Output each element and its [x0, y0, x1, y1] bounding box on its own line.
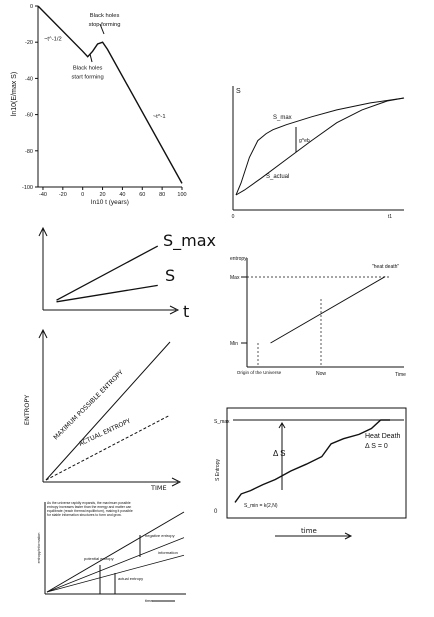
chart-d-now-label: Now — [316, 371, 326, 377]
chart-e-ylabel: ENTROPY — [23, 395, 31, 425]
chart-f-ylabel: S Entropy — [215, 459, 221, 481]
chart-g-upper-line — [46, 511, 185, 593]
chart-a-ylabel: ln10(E/max S) — [11, 72, 18, 116]
chart-b-ann-gap: g^eb — [299, 138, 310, 144]
chart-g-ann-information: information — [158, 550, 178, 555]
chart-d-heat-death-label: "heat death" — [372, 264, 399, 270]
chart-b-ann-smax: S_max — [273, 115, 292, 121]
chart-d-origin-label-wrap: Origin of the Universe — [236, 370, 282, 375]
chart-g-xlabel: time — [145, 598, 153, 603]
chart-b-xtick-1: t1 — [388, 214, 392, 220]
chart-a-ytick-label: -20 — [25, 40, 33, 46]
chart-c-smax-line — [56, 245, 159, 301]
chart-b-ann-sactual: S_actual — [266, 174, 289, 180]
chart-a-annotation: stop forming — [89, 22, 121, 28]
chart-f-xlabel: time — [301, 527, 317, 535]
chart-a-xtick-label: -40 — [39, 192, 47, 198]
chart-f-heat-death-label: Heat Death — [365, 433, 401, 440]
chart-a-ytick-label: -80 — [25, 149, 33, 155]
chart-a-ytick-label: 0 — [30, 4, 33, 10]
chart-g-ann-potential: potential entropy — [84, 556, 114, 561]
chart-f-ytick-smax: S_max — [214, 419, 230, 425]
chart-c-y-arrow — [38, 226, 48, 237]
chart-a-annotation: Black holes — [73, 65, 103, 71]
chart-b-ylabel: S — [236, 88, 241, 95]
chart-a-ytick-label: -60 — [25, 113, 33, 119]
chart-d-entropy-line — [270, 276, 386, 344]
chart-g-caption: As the universe rapidly expands, the max… — [47, 501, 133, 517]
chart-c-label-smax: S_max — [163, 231, 216, 251]
chart-e-xlabel: TIME — [150, 484, 167, 492]
chart-f-frame — [226, 407, 407, 519]
chart-e-label-max: MAXIMUM POSSIBLE ENTROPY — [52, 369, 124, 441]
chart-a-xtick-label: 100 — [177, 192, 186, 198]
chart-f-time-arrow-head — [344, 532, 353, 540]
chart-f-smin-label: S_min = k(2,N) — [244, 503, 278, 509]
chart-a-xtick-label: 60 — [139, 192, 145, 198]
chart-f-ytick-zero: 0 — [214, 509, 218, 515]
chart-a-arrow-start — [89, 53, 93, 63]
chart-d-origin-label: Origin of the Universe — [236, 370, 282, 375]
chart-g-ann-actual: actual entropy — [118, 576, 143, 581]
chart-d-ytick-label-min: Min — [230, 341, 238, 347]
chart-e-actual-line — [45, 414, 171, 481]
chart-a-xlabel: ln10 t (years) — [91, 199, 129, 206]
chart-a-annotation: ~t^-1/2 — [44, 36, 62, 42]
chart-e-x-arrow — [171, 477, 182, 487]
chart-b-sactual-line — [235, 97, 405, 196]
chart-b-xtick-0: 0 — [232, 214, 235, 220]
chart-g-middle-line — [46, 537, 185, 593]
chart-a-xtick-label: 80 — [159, 192, 165, 198]
chart-a-xtick-label: 20 — [99, 192, 105, 198]
chart-f-entropy-line — [234, 419, 390, 503]
chart-g-lower-line — [46, 554, 185, 593]
chart-g-ann-negative: negative entropy — [145, 533, 175, 538]
chart-g-ylabel: entropy/information — [37, 533, 41, 564]
chart-a-arrow-stop — [99, 23, 105, 35]
chart-a-annotation: Black holes — [90, 13, 120, 19]
chart-d-ylabel: entropy — [230, 256, 247, 262]
chart-a-annotation: start forming — [72, 74, 104, 80]
chart-a-annotation: ~t^-1 — [153, 114, 166, 120]
chart-c-label-s: S — [165, 266, 175, 285]
chart-a-xtick-label: 40 — [119, 192, 125, 198]
chart-b-smax-line — [235, 97, 405, 196]
chart-d-xlabel: Time — [395, 372, 406, 378]
chart-c-s-line — [56, 284, 158, 303]
chart-f-delta-label: Δ S — [273, 449, 285, 458]
chart-c-xlabel: t — [183, 302, 189, 321]
chart-a-xtick-label: 0 — [81, 192, 84, 198]
chart-g-caption-wrap: As the universe rapidly expands, the max… — [47, 501, 133, 517]
chart-e-y-arrow — [38, 328, 48, 339]
chart-e-label-actual: ACTUAL ENTROPY — [78, 418, 132, 448]
chart-f-delta-arrow-head — [278, 422, 286, 429]
chart-d-ytick-label-max: Max — [230, 275, 240, 281]
chart-a-series-line — [37, 5, 183, 184]
chart-c-x-arrow — [169, 305, 180, 315]
chart-a-ytick-label: -100 — [22, 185, 33, 191]
chart-f-delta-zero-label: Δ S = 0 — [365, 443, 388, 450]
chart-a-xtick-label: -20 — [59, 192, 67, 198]
chart-a-ytick-label: -40 — [25, 76, 33, 82]
chart-e-max-line — [45, 341, 171, 481]
